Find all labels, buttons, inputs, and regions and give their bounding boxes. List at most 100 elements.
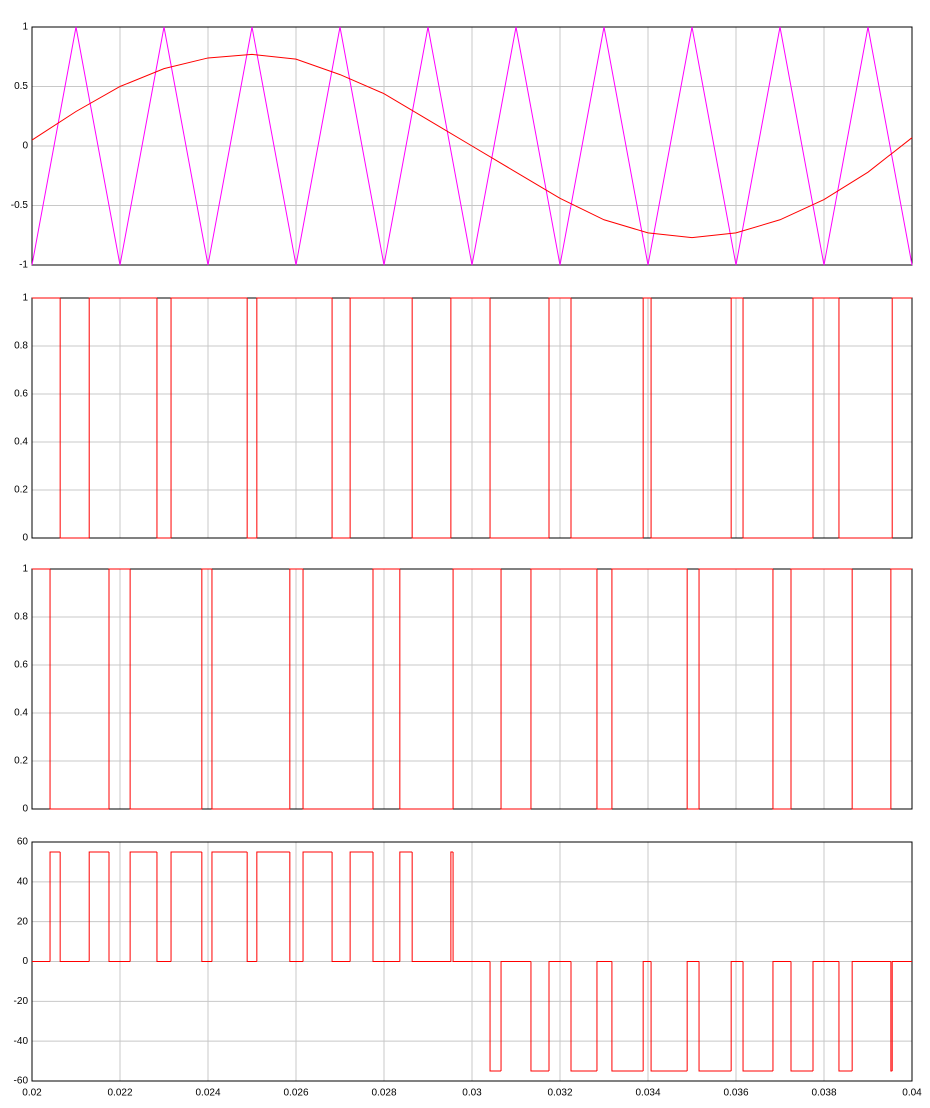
y-tick-label: 20 [17, 916, 29, 927]
step-segment [790, 568, 853, 809]
step-segment [596, 961, 612, 1072]
x-tick-label: 0.038 [811, 1088, 836, 1099]
y-tick-label: 0.4 [14, 708, 28, 719]
x-tick-label: 0.02 [22, 1088, 42, 1099]
x-tick-label: 0.026 [283, 1088, 308, 1099]
step-segment [642, 961, 652, 1072]
step-segment [88, 297, 157, 538]
step-segment [246, 298, 257, 539]
y-tick-label: 0 [22, 141, 28, 152]
step-segment [59, 851, 90, 962]
step-segment [256, 851, 290, 962]
step-segment [790, 961, 813, 1072]
step-segment [452, 851, 491, 962]
y-tick-label: -60 [14, 1076, 29, 1087]
step-segment [411, 298, 451, 539]
step-segment [596, 569, 612, 810]
y-tick-label: -40 [14, 1036, 29, 1047]
y-tick-label: 0.5 [14, 81, 28, 92]
y-tick-label: 1 [22, 22, 28, 33]
step-segment [211, 851, 248, 962]
step-segment [331, 851, 351, 962]
step-segment [108, 568, 131, 809]
step-segment [891, 297, 912, 538]
step-segment [349, 297, 413, 538]
step-segment [450, 297, 491, 538]
step-segment [530, 568, 597, 809]
step-segment [450, 851, 454, 962]
y-tick-label: 60 [17, 837, 29, 848]
step-segment [201, 568, 212, 809]
step-segment [642, 297, 652, 538]
line [31, 26, 913, 266]
step-segment [331, 298, 351, 539]
step-segment [730, 297, 744, 538]
y-tick-label: 0 [22, 533, 28, 544]
step-segment [698, 568, 773, 809]
step-segment [170, 851, 202, 962]
step-segment [838, 298, 893, 539]
step-segment [890, 568, 912, 809]
x-tick-label: 0.036 [723, 1088, 748, 1099]
y-tick-label: 0.4 [14, 437, 28, 448]
step-segment [372, 851, 400, 962]
step-segment [730, 961, 744, 1072]
step-segment [742, 961, 773, 1072]
step-segment [686, 961, 700, 1072]
x-tick-label: 0.04 [902, 1088, 922, 1099]
step-segment [399, 851, 413, 962]
step-segment [201, 851, 212, 962]
x-tick-label: 0.03 [462, 1088, 482, 1099]
step-segment [686, 569, 700, 810]
step-segment [772, 569, 791, 810]
step-segment [289, 568, 304, 809]
step-segment [891, 961, 912, 1072]
x-tick-label: 0.022 [107, 1088, 132, 1099]
step-segment [530, 961, 549, 1072]
step-segment [812, 961, 839, 1072]
x-tick-label: 0.028 [371, 1088, 396, 1099]
step-segment [411, 851, 451, 962]
step-segment [851, 961, 891, 1072]
step-segment [302, 569, 373, 810]
y-tick-label: 0.2 [14, 756, 28, 767]
step-segment [256, 297, 333, 538]
step-segment [772, 961, 791, 1072]
step-segment [49, 569, 109, 810]
step-segment [489, 298, 549, 539]
step-segment [349, 851, 373, 962]
step-segment [611, 961, 644, 1072]
step-segment [500, 961, 531, 1072]
step-segment [88, 851, 109, 962]
step-segment [129, 569, 202, 810]
y-tick-label: 1 [22, 564, 28, 575]
step-segment [302, 851, 333, 962]
step-segment [399, 569, 454, 810]
step-segment [548, 297, 571, 538]
line [31, 53, 913, 239]
step-segment [452, 568, 502, 809]
step-segment [372, 568, 400, 809]
y-tick-label: -0.5 [11, 200, 29, 211]
step-segment [611, 568, 688, 809]
step-segment [289, 851, 304, 962]
y-tick-label: 0 [22, 956, 28, 967]
y-tick-label: 0.2 [14, 485, 28, 496]
step-segment [698, 961, 732, 1072]
step-segment [570, 961, 597, 1072]
step-segment [156, 851, 172, 962]
step-segment [489, 961, 502, 1072]
x-tick-label: 0.034 [635, 1088, 660, 1099]
step-segment [49, 851, 61, 962]
y-tick-label: -1 [19, 260, 28, 271]
step-segment [548, 961, 571, 1072]
step-segment [129, 851, 157, 962]
step-segment [742, 298, 813, 539]
step-segment [170, 297, 248, 538]
y-tick-label: 40 [17, 876, 29, 887]
step-segment [812, 297, 839, 538]
x-tick-label: 0.024 [195, 1088, 220, 1099]
y-tick-label: 1 [22, 293, 28, 304]
y-tick-label: 0.6 [14, 660, 28, 671]
